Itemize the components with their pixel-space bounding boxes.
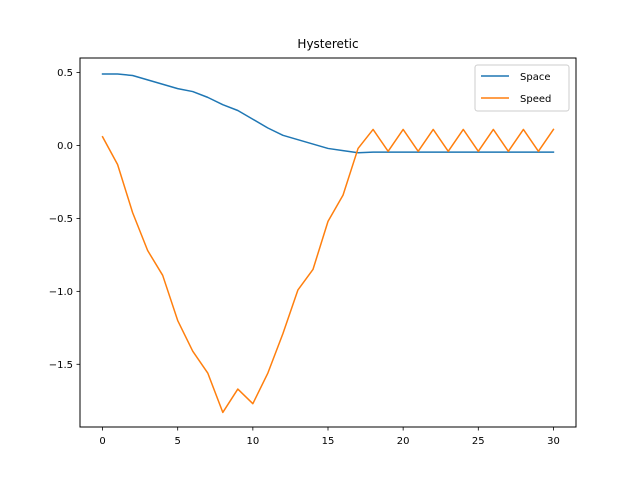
y-tick-label: 0.0	[57, 141, 73, 152]
x-tick-label: 5	[175, 436, 181, 447]
x-tick-label: 10	[246, 436, 259, 447]
x-tick-label: 25	[472, 436, 485, 447]
x-tick-label: 15	[322, 436, 335, 447]
legend-label-speed: Speed	[520, 94, 551, 105]
series-line-speed	[101, 128, 555, 414]
chart-title: Hysteretic	[297, 37, 358, 51]
x-tick-label: 30	[547, 436, 560, 447]
x-tick-label: 20	[397, 436, 410, 447]
legend: Space Speed	[474, 64, 570, 112]
x-tick-label: 0	[99, 436, 105, 447]
y-tick-label: −0.5	[49, 214, 73, 225]
axis-ticks: 0 5 10 15 20 25 30 0.5 0.0 −0.5 −1.0 −1.5	[49, 68, 560, 447]
legend-label-space: Space	[520, 72, 550, 83]
plot-area	[101, 73, 555, 414]
y-tick-label: −1.0	[49, 287, 73, 298]
y-tick-label: 0.5	[57, 68, 73, 79]
y-tick-label: −1.5	[49, 360, 73, 371]
